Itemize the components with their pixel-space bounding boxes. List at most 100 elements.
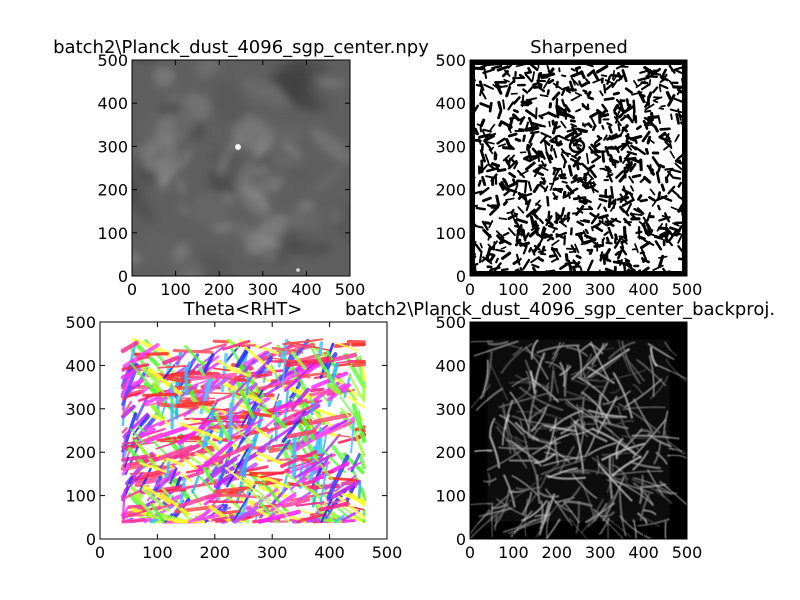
sharp-stroke <box>660 195 673 202</box>
sharp-stroke <box>603 206 608 212</box>
sharp-stroke <box>575 68 579 75</box>
rht-stroke <box>162 355 180 366</box>
sharp-stroke <box>543 185 549 193</box>
sharp-stroke <box>647 68 651 79</box>
sharp-stroke <box>537 150 544 159</box>
dust-wisp <box>162 165 178 186</box>
rht-stroke <box>122 412 149 439</box>
sharp-stroke <box>578 80 583 87</box>
filament <box>663 427 674 452</box>
sharp-stroke <box>661 214 668 218</box>
sharp-stroke <box>560 89 566 97</box>
panel-backprojection: batch2\Planck_dust_4096_sgp_center_backp… <box>345 299 775 562</box>
sharp-stroke <box>576 220 585 227</box>
rht-stroke <box>160 483 205 495</box>
sharp-stroke <box>660 183 666 192</box>
filament <box>534 453 556 464</box>
sharp-stroke <box>502 177 510 189</box>
rht-stroke <box>260 496 289 517</box>
sharp-stroke <box>658 255 668 259</box>
sharp-stroke <box>503 78 510 83</box>
sharp-stroke <box>522 134 526 143</box>
sharp-stroke <box>539 94 549 98</box>
sharp-stroke <box>637 90 646 104</box>
rht-stroke <box>151 517 156 523</box>
sharp-stroke <box>490 162 501 168</box>
sharp-stroke <box>551 91 561 101</box>
sharp-stroke <box>606 122 613 127</box>
sharp-stroke <box>517 206 525 214</box>
sharp-stroke <box>633 80 639 88</box>
dust-blob <box>283 85 315 111</box>
panel-title: batch2\Planck_dust_4096_sgp_center_backp… <box>345 299 775 320</box>
sharp-stroke <box>603 97 615 101</box>
sharp-stroke <box>498 182 505 191</box>
rht-stroke <box>121 427 128 434</box>
filament <box>502 399 514 446</box>
x-tick-label: 100 <box>498 280 529 299</box>
filament <box>617 405 640 452</box>
rht-stroke <box>360 366 366 382</box>
sharp-stroke <box>529 154 540 159</box>
filament <box>603 421 629 430</box>
filament <box>532 435 562 444</box>
dust-blob <box>160 109 197 143</box>
rht-stroke <box>301 416 316 441</box>
sharp-stroke <box>632 99 636 114</box>
sharp-stroke <box>665 90 672 101</box>
image-area <box>470 60 687 276</box>
sharp-stroke <box>589 212 597 218</box>
sharp-stroke <box>669 150 676 159</box>
sharp-stroke <box>571 154 578 159</box>
sharp-stroke <box>503 189 512 197</box>
filament <box>560 486 581 508</box>
rht-stroke <box>195 440 234 474</box>
rht-stroke <box>296 486 319 502</box>
filament <box>572 378 605 388</box>
axes-frame <box>469 321 688 540</box>
sharp-stroke <box>648 138 655 144</box>
sharp-stroke <box>624 259 633 268</box>
sharp-stroke <box>663 145 670 151</box>
sharp-stroke <box>629 185 635 192</box>
sharp-stroke <box>574 65 582 71</box>
rht-stroke <box>139 427 156 439</box>
sharp-stroke <box>617 123 621 132</box>
rht-stroke <box>134 478 158 486</box>
filament <box>612 478 654 505</box>
rht-stroke <box>147 367 184 397</box>
filament <box>474 449 493 452</box>
rht-stroke <box>213 486 248 494</box>
rht-stroke <box>350 420 355 454</box>
rht-stroke <box>202 466 215 484</box>
sharp-stroke <box>612 109 619 116</box>
rht-stroke <box>284 362 315 393</box>
sharp-stroke <box>653 125 659 133</box>
rht-stroke <box>121 400 133 417</box>
filament <box>532 423 544 441</box>
filament <box>493 507 510 522</box>
rht-stroke <box>153 413 173 427</box>
sharp-stroke <box>511 178 517 186</box>
sharp-stroke <box>524 71 533 75</box>
rht-stroke <box>142 425 189 444</box>
sharp-stroke <box>613 111 619 118</box>
dust-blob <box>296 225 331 247</box>
dust-blob <box>132 177 154 223</box>
sharp-stroke <box>580 242 589 246</box>
filament <box>669 448 685 455</box>
sharp-stroke <box>551 121 558 135</box>
rht-stroke <box>238 341 276 374</box>
y-tick-label: 300 <box>435 137 466 156</box>
sharp-stroke <box>502 146 515 150</box>
filament <box>639 485 643 504</box>
filament <box>615 466 631 491</box>
rht-stroke <box>181 370 221 377</box>
y-tick-label: 500 <box>435 51 466 70</box>
sharp-stroke <box>616 259 623 263</box>
sharp-stroke <box>669 226 681 233</box>
sharp-stroke <box>567 164 573 177</box>
sharp-stroke <box>514 137 522 143</box>
sharp-stroke <box>639 177 645 184</box>
sharp-stroke <box>626 103 632 109</box>
